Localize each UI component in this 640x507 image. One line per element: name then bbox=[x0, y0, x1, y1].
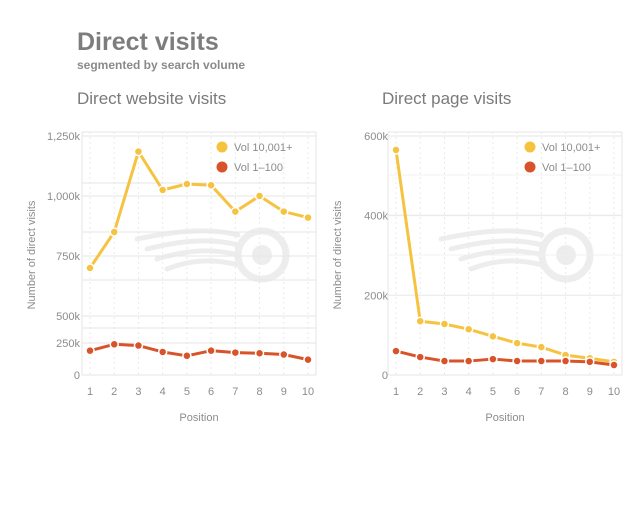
data-point bbox=[182, 351, 192, 361]
x-tick-label: 2 bbox=[417, 386, 423, 398]
y-tick-label: 1,000k bbox=[47, 191, 81, 203]
data-point bbox=[109, 339, 119, 350]
watermark-core bbox=[252, 245, 272, 265]
data-point bbox=[254, 348, 265, 358]
data-point bbox=[391, 346, 401, 356]
x-tick-label: 5 bbox=[184, 386, 190, 398]
x-axis-label: Position bbox=[179, 412, 218, 424]
x-tick-label: 9 bbox=[281, 386, 287, 398]
y-tick-label: 0 bbox=[74, 370, 80, 382]
watermark-flame bbox=[154, 248, 241, 262]
legend-marker bbox=[216, 161, 228, 173]
data-point bbox=[536, 342, 547, 352]
data-point bbox=[463, 324, 474, 334]
data-point bbox=[488, 354, 498, 364]
data-point bbox=[439, 356, 450, 366]
data-point bbox=[254, 191, 265, 201]
page-title: Direct visits bbox=[77, 28, 219, 56]
data-point bbox=[230, 347, 241, 358]
series-line-0 bbox=[394, 149, 615, 364]
data-point bbox=[109, 227, 119, 237]
legend-marker bbox=[216, 141, 228, 153]
data-point bbox=[463, 356, 474, 366]
y-axis-label: Number of direct visits bbox=[332, 200, 344, 309]
x-tick-label: 6 bbox=[208, 386, 214, 398]
data-point bbox=[609, 360, 619, 370]
x-tick-label: 9 bbox=[587, 386, 593, 398]
data-point bbox=[133, 340, 144, 351]
data-point bbox=[439, 319, 450, 329]
x-tick-label: 10 bbox=[608, 386, 620, 398]
watermark-flame bbox=[134, 228, 241, 242]
y-tick-label: 500k bbox=[56, 311, 80, 323]
x-tick-label: 4 bbox=[160, 386, 166, 398]
data-point bbox=[279, 349, 289, 360]
series-line-1 bbox=[89, 342, 309, 362]
data-point bbox=[206, 345, 216, 356]
x-tick-label: 4 bbox=[466, 386, 472, 398]
x-tick-label: 8 bbox=[256, 386, 262, 398]
data-point bbox=[133, 146, 144, 157]
y-tick-label: 200k bbox=[364, 290, 388, 302]
legend-label: Vol 1–100 bbox=[234, 162, 283, 174]
legend-label: Vol 1–100 bbox=[542, 162, 591, 174]
x-tick-label: 1 bbox=[393, 386, 399, 398]
x-tick-label: 3 bbox=[441, 386, 447, 398]
y-tick-label: 250k bbox=[56, 338, 80, 350]
data-point bbox=[415, 352, 425, 362]
page-subtitle: segmented by search volume bbox=[77, 58, 246, 72]
watermark-flame bbox=[144, 238, 241, 252]
data-point bbox=[157, 347, 168, 357]
data-point bbox=[415, 316, 425, 326]
data-point bbox=[85, 345, 95, 356]
page-visits-chart: 0 200k 400k 600k 1 2 3 4 5 6 7 8 9 10 Position Number o… bbox=[332, 131, 623, 424]
legend-label: Vol 10,001+ bbox=[542, 142, 600, 154]
data-point bbox=[585, 357, 595, 367]
data-point bbox=[206, 180, 216, 190]
data-point bbox=[512, 356, 522, 366]
y-tick-label: 600k bbox=[364, 131, 388, 143]
x-tick-label: 6 bbox=[514, 386, 520, 398]
x-tick-label: 7 bbox=[538, 386, 544, 398]
y-tick-label: 750k bbox=[56, 251, 80, 263]
data-point bbox=[512, 338, 522, 348]
y-tick-label: 400k bbox=[364, 211, 388, 223]
chart-title-page-visits: Direct page visits bbox=[382, 89, 512, 108]
data-point bbox=[157, 185, 168, 195]
x-tick-label: 3 bbox=[135, 386, 141, 398]
watermark-flame bbox=[164, 258, 241, 272]
data-point bbox=[536, 356, 547, 366]
data-point bbox=[230, 206, 241, 217]
series-line-1 bbox=[395, 349, 615, 367]
watermark-flame bbox=[438, 228, 545, 242]
data-point bbox=[560, 356, 571, 366]
legend-marker bbox=[524, 161, 536, 173]
data-point bbox=[182, 179, 192, 189]
y-axis-label: Number of direct visits bbox=[26, 200, 38, 309]
data-point bbox=[391, 145, 401, 155]
data-point bbox=[303, 212, 313, 223]
data-point bbox=[303, 354, 313, 365]
watermark-flame bbox=[458, 248, 545, 262]
x-tick-label: 7 bbox=[232, 386, 238, 398]
x-tick-label: 10 bbox=[302, 386, 314, 398]
watermark-flame bbox=[468, 258, 545, 272]
data-point bbox=[85, 263, 95, 273]
legend-label: Vol 10,001+ bbox=[234, 142, 292, 154]
chart-title-website-visits: Direct website visits bbox=[77, 89, 227, 108]
series-line-0 bbox=[88, 150, 309, 269]
x-tick-label: 5 bbox=[490, 386, 496, 398]
x-tick-label: 2 bbox=[111, 386, 117, 398]
y-tick-label: 1,250k bbox=[47, 131, 81, 143]
x-axis-label: Position bbox=[485, 412, 524, 424]
x-tick-label: 1 bbox=[87, 386, 93, 398]
data-point bbox=[279, 206, 289, 217]
y-tick-label: 0 bbox=[382, 370, 388, 382]
data-point bbox=[488, 331, 498, 342]
watermark-flame bbox=[448, 238, 545, 252]
website-visits-chart: 0 250k 500k 750k 1,000k 1,250k 1 2 3 4 5 6 7 8 9 10 Posi… bbox=[26, 131, 317, 424]
legend-marker bbox=[524, 141, 536, 153]
x-tick-label: 8 bbox=[562, 386, 568, 398]
